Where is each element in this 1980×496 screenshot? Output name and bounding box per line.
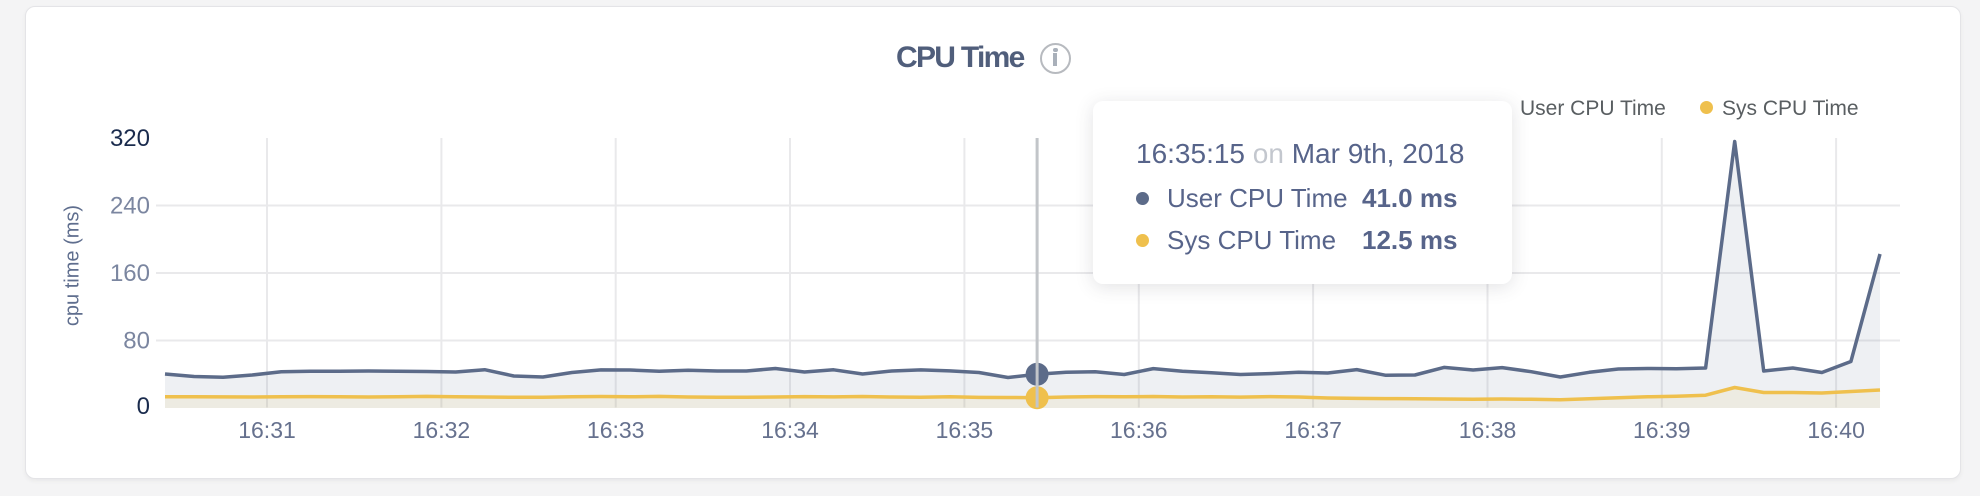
svg-text:320: 320	[110, 125, 150, 152]
svg-text:16:34: 16:34	[761, 417, 819, 443]
svg-text:16:32: 16:32	[413, 417, 471, 443]
svg-text:16:37: 16:37	[1284, 417, 1342, 443]
svg-text:240: 240	[110, 193, 150, 220]
svg-text:16:39: 16:39	[1633, 417, 1691, 443]
svg-text:16:40: 16:40	[1807, 417, 1865, 443]
svg-text:16:36: 16:36	[1110, 417, 1168, 443]
svg-text:16:38: 16:38	[1459, 417, 1517, 443]
svg-text:160: 160	[110, 260, 150, 287]
svg-text:16:33: 16:33	[587, 417, 645, 443]
svg-text:0: 0	[137, 393, 150, 420]
svg-text:80: 80	[123, 328, 150, 355]
svg-text:16:31: 16:31	[238, 417, 296, 443]
svg-text:16:35: 16:35	[936, 417, 994, 443]
